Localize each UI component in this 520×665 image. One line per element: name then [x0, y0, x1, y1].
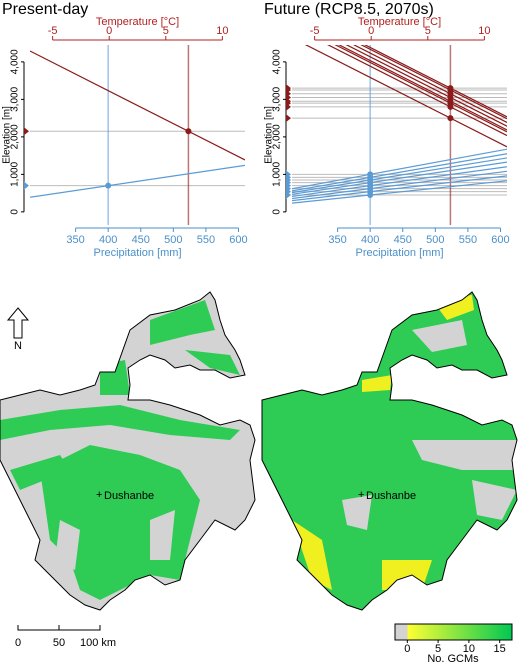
axis-marker [286, 191, 291, 199]
point [367, 192, 374, 198]
scale-label: 0 [15, 637, 21, 649]
y-axis-title: Elevation [m] [2, 106, 13, 164]
line [30, 164, 245, 198]
colorbar-tick-label: 5 [435, 643, 441, 655]
x-axis-title: Precipitation [mm] [355, 247, 443, 259]
x2-tick-label: 10 [216, 25, 228, 37]
x-tick-label: 600 [229, 234, 247, 246]
y-tick-label: 1,000 [10, 161, 21, 186]
y-tick-label: 2,000 [272, 124, 283, 149]
plot-area [30, 45, 245, 225]
point [185, 128, 192, 135]
x-tick-label: 350 [328, 234, 346, 246]
axis-marker [24, 127, 29, 136]
colorbar-tick-label: 15 [494, 643, 506, 655]
city-label: Dushanbe [366, 490, 416, 502]
y-tick-label: 0 [272, 209, 283, 215]
axis-marker [286, 114, 291, 123]
x-tick-label: 550 [197, 234, 215, 246]
x-tick-label: 600 [491, 234, 509, 246]
x-tick-label: 350 [66, 234, 84, 246]
chart-title: Present-day [2, 1, 88, 18]
suitable-area [292, 295, 517, 590]
yellow-area [292, 295, 474, 590]
north-arrow: N [6, 307, 30, 352]
line [304, 45, 507, 148]
y-tick-label: 1,000 [272, 161, 283, 186]
axis-marker [24, 181, 29, 190]
line [364, 45, 507, 118]
y-tick-label: 3,000 [10, 86, 21, 111]
line [334, 45, 507, 133]
scale-label: 100 km [80, 637, 116, 649]
line [292, 153, 507, 192]
x-tick-label: 550 [459, 234, 477, 246]
x-tick-label: 500 [426, 234, 444, 246]
x2-tick-label: -5 [310, 25, 320, 37]
grey-area [342, 320, 517, 530]
line [292, 161, 507, 195]
line [360, 45, 507, 120]
x2-tick-label: 0 [106, 25, 112, 37]
x-tick-label: 400 [99, 234, 117, 246]
point [105, 182, 112, 189]
scale-bar: 0 50 100 km [15, 625, 116, 649]
y-tick-label: 4,000 [272, 49, 283, 74]
x-axis-title: Precipitation [mm] [93, 247, 181, 259]
line [292, 148, 507, 190]
colorbar-tick-label: 10 [463, 643, 475, 655]
line [292, 175, 507, 202]
x-tick-label: 400 [361, 234, 379, 246]
line [292, 157, 507, 194]
line [30, 50, 245, 161]
y-tick-label: 4,000 [10, 49, 21, 74]
line [292, 180, 507, 204]
line [292, 166, 507, 198]
colorbar [394, 623, 513, 641]
city-label: Dushanbe [104, 490, 154, 502]
y-tick-label: 2,000 [10, 124, 21, 149]
line [352, 45, 507, 123]
map-future [261, 291, 518, 611]
line [338, 45, 507, 131]
x-tick-label: 500 [164, 234, 182, 246]
line [327, 45, 507, 137]
city-marker: + [358, 489, 364, 501]
axis-marker [286, 102, 291, 111]
y-tick-label: 3,000 [272, 86, 283, 111]
suitable-area [0, 300, 240, 600]
map-present [0, 291, 256, 611]
scale-line [17, 625, 101, 631]
grey-area [55, 510, 175, 570]
scale-label: 50 [53, 637, 65, 649]
x2-tick-label: 10 [478, 25, 490, 37]
north-label: N [14, 340, 22, 352]
x2-tick-label: 5 [163, 25, 169, 37]
x-tick-label: 450 [394, 234, 412, 246]
x2-tick-label: 0 [368, 25, 374, 37]
y-axis-title: Elevation [m] [264, 106, 275, 164]
colorbar-tick-label: 0 [404, 643, 410, 655]
chart-title: Future (RCP8.5, 2070s) [264, 1, 434, 18]
x2-tick-label: 5 [425, 25, 431, 37]
colorbar-label: No. GCMs [427, 653, 479, 665]
y-tick-label: 0 [10, 209, 21, 215]
line [345, 45, 507, 127]
x2-axis-title: Temperature [°C] [96, 16, 179, 28]
x2-axis-title: Temperature [°C] [358, 16, 441, 28]
point [447, 103, 454, 110]
point [447, 115, 454, 122]
x-tick-label: 450 [132, 234, 150, 246]
line [292, 170, 507, 200]
city-marker: + [96, 489, 102, 501]
arrow [6, 307, 30, 339]
x2-tick-label: -5 [48, 25, 58, 37]
plot-area [292, 45, 507, 225]
